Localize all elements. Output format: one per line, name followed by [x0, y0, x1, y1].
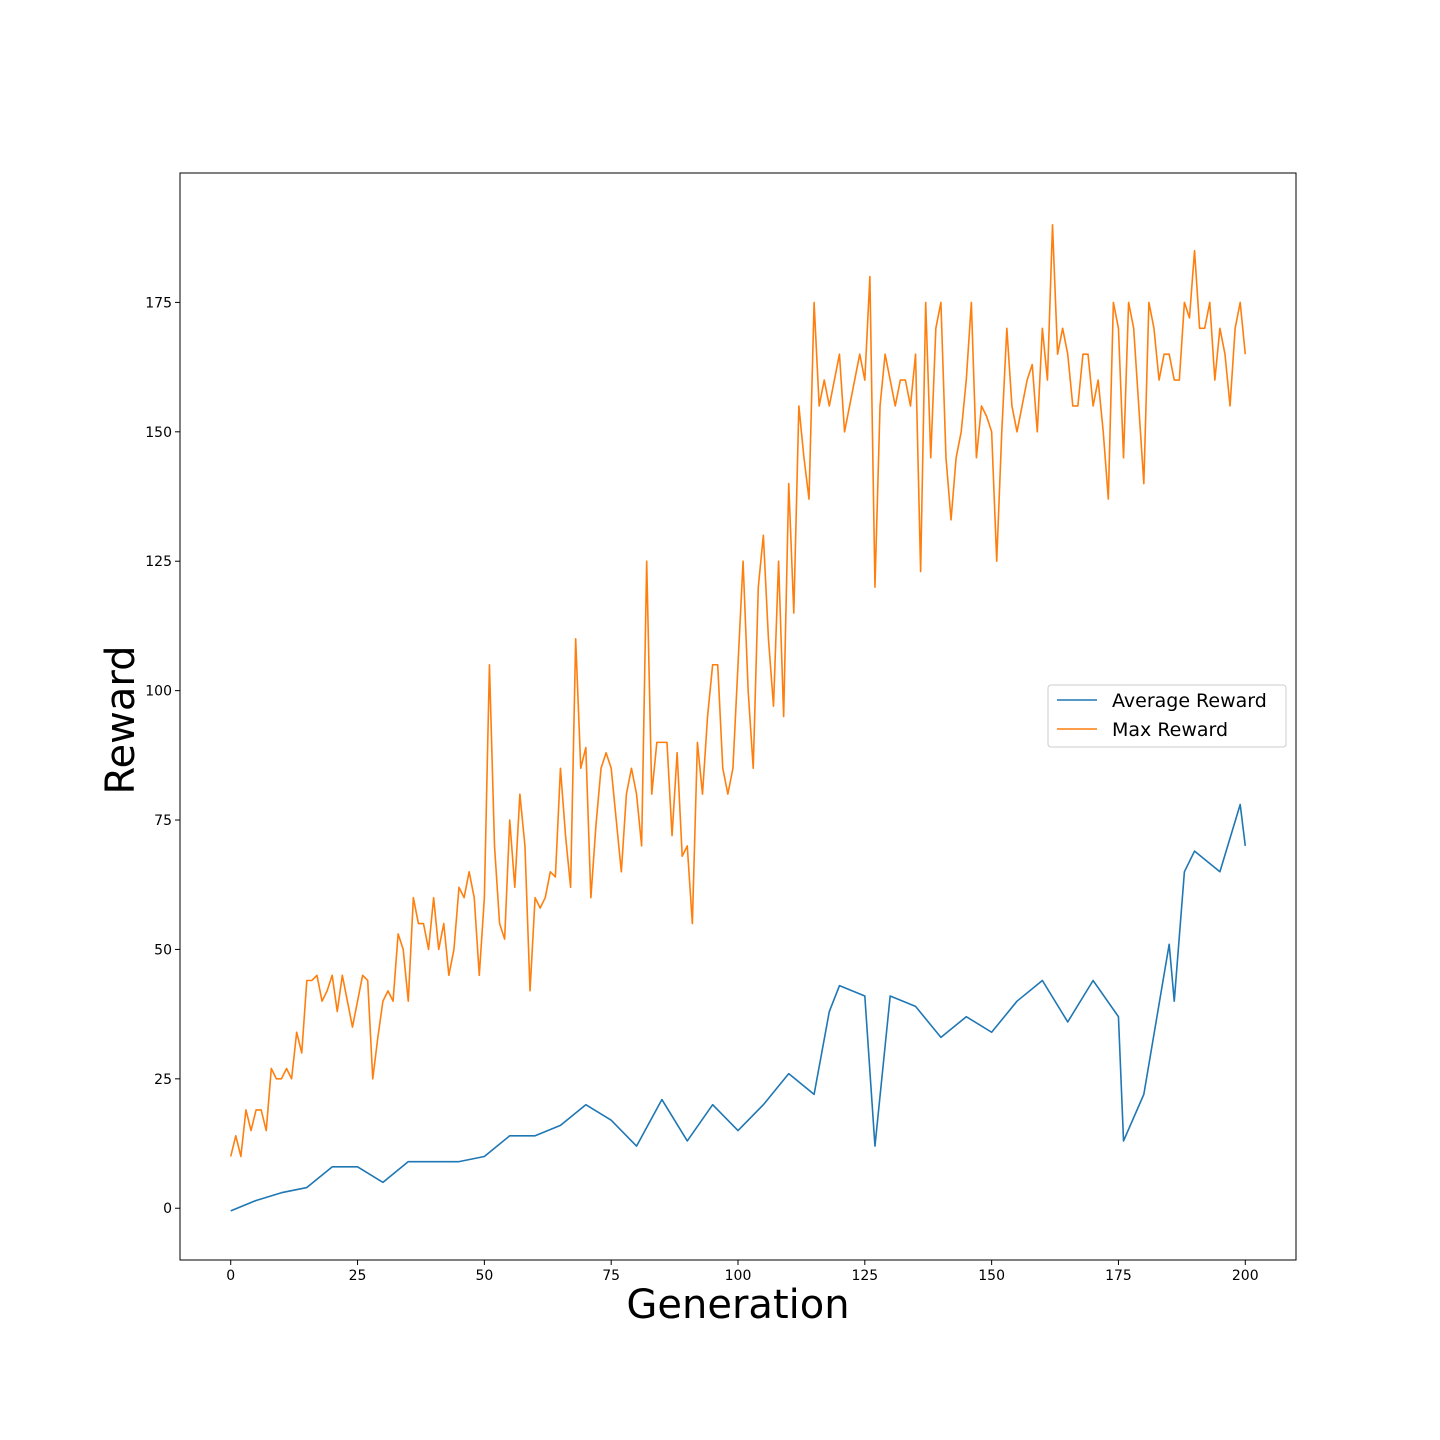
series-layer: [229, 223, 1247, 1212]
y-axis-ticks: 0 25 50 75 100 125 150 175: [145, 295, 180, 1217]
legend-box: [1047, 684, 1287, 748]
y-tick-label: 0: [163, 1201, 172, 1217]
x-tick-label: 100: [725, 1268, 752, 1284]
y-tick-label: 25: [154, 1072, 172, 1088]
legend-label-average-reward: Average Reward: [1112, 690, 1267, 712]
x-tick-label: 150: [978, 1268, 1005, 1284]
y-tick-label: 75: [154, 813, 172, 829]
y-tick-label: 50: [154, 942, 172, 958]
x-tick-label: 50: [475, 1268, 493, 1284]
x-axis-ticks: 0 25 50 75 100 125 150 175 200: [226, 1260, 1259, 1284]
x-tick-label: 125: [851, 1268, 878, 1284]
y-tick-label: 150: [145, 425, 172, 441]
y-axis-title: Reward: [98, 646, 144, 795]
x-axis-title: Generation: [626, 1282, 849, 1328]
x-tick-label: 200: [1232, 1268, 1259, 1284]
series-line-max-reward: [229, 223, 1247, 1158]
legend-label-max-reward: Max Reward: [1112, 719, 1228, 741]
y-tick-label: 100: [145, 684, 172, 700]
y-tick-label: 175: [145, 295, 172, 311]
series-line-average-reward: [230, 803, 1247, 1212]
x-tick-label: 175: [1105, 1268, 1132, 1284]
y-tick-label: 125: [145, 554, 172, 570]
x-tick-label: 25: [349, 1268, 367, 1284]
x-tick-label: 0: [226, 1268, 235, 1284]
x-tick-label: 75: [602, 1268, 620, 1284]
legend: Average Reward Max Reward: [1047, 684, 1287, 748]
